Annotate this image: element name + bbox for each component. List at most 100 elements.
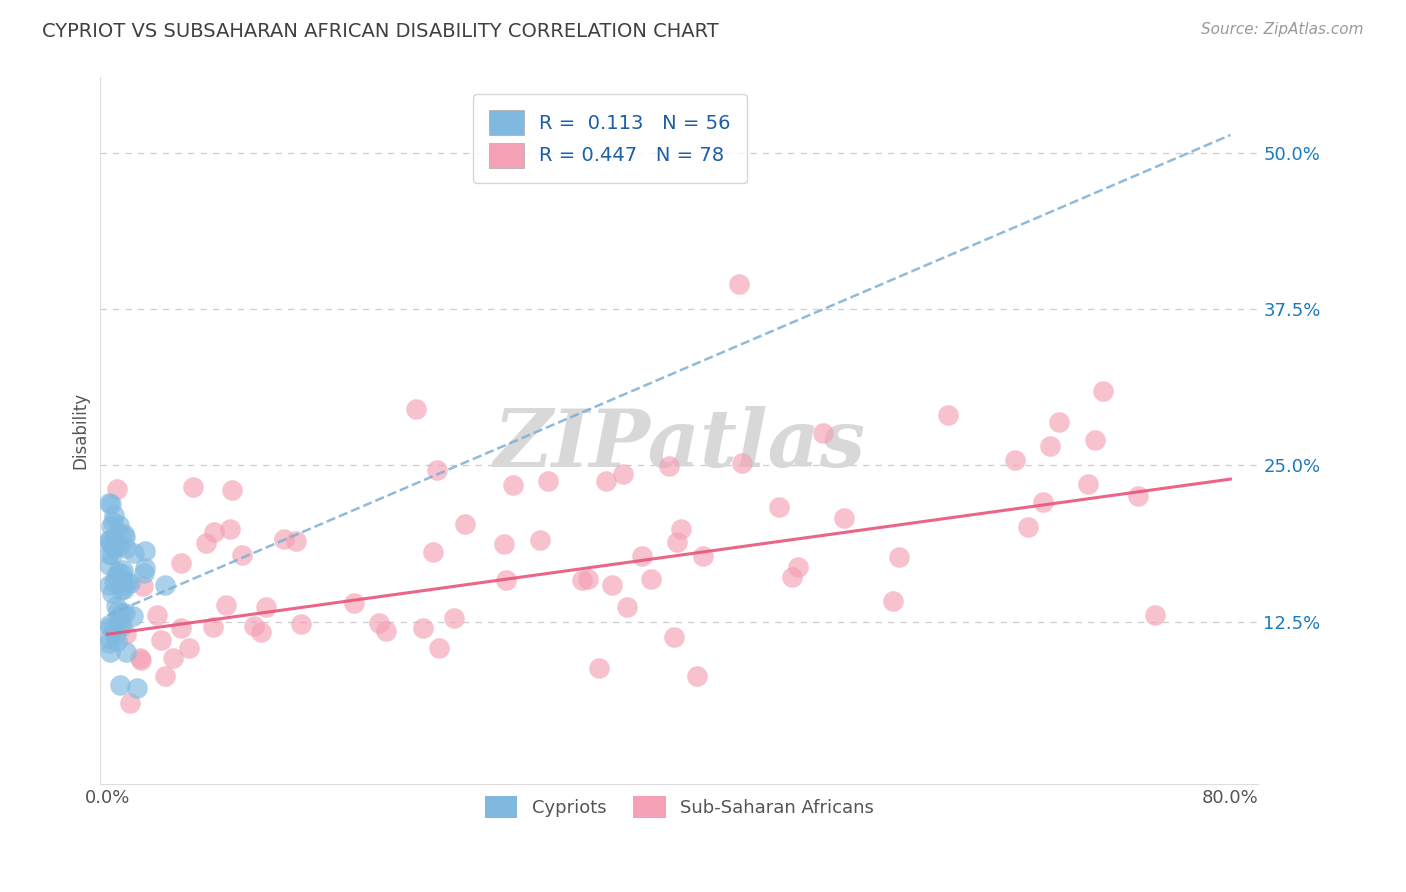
Point bbox=[427, 640, 450, 655]
Point bbox=[181, 480, 204, 494]
Point bbox=[1143, 607, 1166, 622]
Point bbox=[111, 567, 134, 582]
Point bbox=[115, 626, 138, 640]
Point bbox=[1017, 519, 1039, 533]
Point bbox=[768, 500, 790, 515]
Point bbox=[112, 582, 135, 597]
Point bbox=[1084, 434, 1107, 448]
Point bbox=[631, 549, 654, 563]
Point bbox=[98, 496, 121, 510]
Point bbox=[250, 624, 273, 639]
Point bbox=[122, 545, 145, 559]
Point bbox=[153, 578, 176, 592]
Point bbox=[221, 483, 243, 497]
Point bbox=[780, 570, 803, 584]
Point bbox=[98, 533, 121, 547]
Point bbox=[98, 537, 121, 551]
Point bbox=[115, 645, 138, 659]
Point bbox=[127, 681, 149, 695]
Point bbox=[170, 621, 193, 635]
Point bbox=[108, 678, 131, 692]
Point bbox=[103, 508, 125, 523]
Text: Source: ZipAtlas.com: Source: ZipAtlas.com bbox=[1201, 22, 1364, 37]
Point bbox=[107, 605, 129, 619]
Point bbox=[134, 560, 156, 574]
Point bbox=[105, 482, 128, 496]
Point bbox=[115, 574, 138, 589]
Point bbox=[1038, 439, 1060, 453]
Point bbox=[103, 540, 125, 554]
Point bbox=[273, 532, 295, 546]
Point bbox=[1128, 489, 1150, 503]
Point bbox=[128, 651, 150, 665]
Point bbox=[1091, 384, 1114, 399]
Point bbox=[98, 645, 121, 659]
Point bbox=[98, 631, 121, 645]
Point bbox=[290, 616, 312, 631]
Point bbox=[426, 462, 449, 476]
Point bbox=[412, 621, 434, 635]
Point bbox=[111, 619, 134, 633]
Point bbox=[129, 652, 152, 666]
Point bbox=[120, 696, 142, 710]
Point bbox=[101, 515, 124, 529]
Point bbox=[658, 458, 681, 473]
Point bbox=[571, 573, 593, 587]
Point bbox=[132, 579, 155, 593]
Point bbox=[502, 477, 524, 491]
Point bbox=[254, 599, 277, 614]
Point bbox=[104, 533, 127, 548]
Point bbox=[121, 609, 143, 624]
Point bbox=[114, 606, 136, 620]
Point bbox=[231, 549, 253, 563]
Point bbox=[120, 576, 142, 591]
Point bbox=[162, 651, 184, 665]
Point bbox=[492, 537, 515, 551]
Point bbox=[1004, 452, 1026, 467]
Point bbox=[103, 621, 125, 635]
Point bbox=[202, 524, 225, 539]
Point bbox=[97, 617, 120, 632]
Point bbox=[612, 467, 634, 481]
Point bbox=[529, 533, 551, 547]
Point bbox=[616, 600, 638, 615]
Point bbox=[104, 599, 127, 614]
Point bbox=[111, 563, 134, 577]
Point bbox=[100, 497, 122, 511]
Point bbox=[285, 534, 308, 549]
Point bbox=[112, 527, 135, 541]
Point bbox=[103, 540, 125, 554]
Point bbox=[374, 624, 396, 638]
Point bbox=[100, 519, 122, 533]
Point bbox=[111, 606, 134, 620]
Point bbox=[104, 569, 127, 583]
Point bbox=[243, 619, 266, 633]
Point bbox=[108, 617, 131, 632]
Point bbox=[600, 578, 623, 592]
Point bbox=[219, 522, 242, 536]
Point bbox=[132, 566, 155, 581]
Point bbox=[1032, 494, 1054, 508]
Point bbox=[195, 535, 218, 549]
Point bbox=[115, 541, 138, 556]
Point bbox=[669, 522, 692, 536]
Point bbox=[495, 573, 517, 587]
Point bbox=[107, 565, 129, 579]
Point bbox=[215, 598, 238, 612]
Y-axis label: Disability: Disability bbox=[72, 392, 89, 469]
Point bbox=[110, 582, 132, 597]
Point bbox=[150, 632, 173, 647]
Point bbox=[101, 548, 124, 562]
Point bbox=[537, 474, 560, 488]
Point bbox=[97, 547, 120, 561]
Point bbox=[108, 540, 131, 554]
Legend: Cypriots, Sub-Saharan Africans: Cypriots, Sub-Saharan Africans bbox=[478, 789, 882, 825]
Point bbox=[454, 516, 477, 531]
Point bbox=[728, 277, 751, 291]
Point bbox=[153, 668, 176, 682]
Point bbox=[692, 549, 714, 563]
Point bbox=[114, 530, 136, 544]
Point bbox=[100, 586, 122, 600]
Point bbox=[666, 535, 689, 549]
Point bbox=[686, 668, 709, 682]
